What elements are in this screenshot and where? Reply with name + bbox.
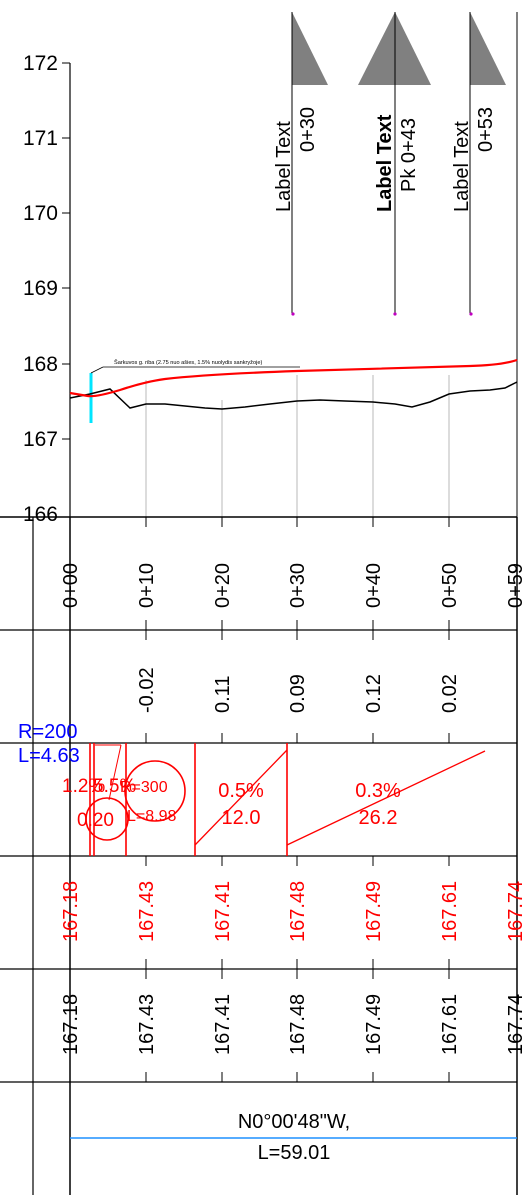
station-label: 0+59 <box>505 563 527 608</box>
difference-value: 0.09 <box>287 674 309 713</box>
design-elevation: 167.43 <box>136 881 158 942</box>
existing-elevation: 167.41 <box>212 994 234 1055</box>
marker-label: Label Text <box>374 114 396 212</box>
profile-lines: Šarkuvos g. riba (2.75 nuo ašies, 1.5% n… <box>69 358 518 423</box>
marker-triangle <box>470 12 506 85</box>
elevation-label: 166 <box>23 503 58 526</box>
existing-elevations-row: 167.18 167.43 167.41 167.48 167.49 167.6… <box>60 969 527 1082</box>
difference-value: 0.12 <box>363 674 385 713</box>
profile-note: Šarkuvos g. riba (2.75 nuo ašies, 1.5% n… <box>114 359 262 366</box>
grade-value: 0.3% <box>355 780 401 802</box>
design-elevation: 167.41 <box>212 881 234 942</box>
difference-value: -0.02 <box>136 667 158 713</box>
station-label: 0+20 <box>212 563 234 608</box>
alignment-bearing: N0°00'48"W, <box>238 1111 350 1133</box>
grade-value: 1.2% <box>62 776 105 797</box>
marker-station: 0+30 <box>297 107 319 152</box>
marker-station: 0+53 <box>475 107 497 152</box>
station-label: 0+50 <box>439 563 461 608</box>
alignment-length: L=59.01 <box>258 1142 331 1164</box>
grade-length: 12.0 <box>222 807 261 829</box>
marker-station: Pk 0+43 <box>398 118 420 192</box>
marker-flags: Label Text 0+30 Label Text Pk 0+43 Label… <box>273 12 506 316</box>
station-label: 0+40 <box>363 563 385 608</box>
elevation-label: 172 <box>23 52 58 75</box>
stations-row: 0+00 0+10 0+20 0+30 0+40 0+50 0+59 <box>60 517 527 630</box>
grade-value: 0.5% <box>218 780 264 802</box>
grade-value: 5.5% <box>93 776 136 797</box>
design-elevation: 167.74 <box>505 881 527 942</box>
design-elevation: 167.61 <box>439 881 461 942</box>
station-label: 0+00 <box>60 563 82 608</box>
table-frame <box>0 516 518 1195</box>
grade-length: 26.2 <box>359 807 398 829</box>
elevation-label: 171 <box>23 127 58 150</box>
elevation-label: 167 <box>23 428 58 451</box>
differences-row: -0.02 0.11 0.09 0.12 0.02 <box>136 630 461 743</box>
design-elevation: 167.49 <box>363 881 385 942</box>
curve-length: L=4.63 <box>18 745 80 767</box>
design-elevation: 167.18 <box>60 881 82 942</box>
grades-row: R=200 L=4.63 1.2% 5.5% R=300 0.20 L=8.98… <box>18 721 486 856</box>
design-line <box>69 358 518 398</box>
existing-elevation: 167.49 <box>363 994 385 1055</box>
difference-value: 0.02 <box>439 674 461 713</box>
marker-label: Label Text <box>273 121 295 212</box>
station-gridlines <box>145 375 450 517</box>
station-label: 0+10 <box>136 563 158 608</box>
existing-elevation: 167.74 <box>505 994 527 1055</box>
elevation-label: 168 <box>23 353 58 376</box>
existing-elevation: 167.61 <box>439 994 461 1055</box>
existing-elevation: 167.48 <box>287 994 309 1055</box>
grade-length: 0.20 <box>77 810 114 831</box>
station-label: 0+30 <box>287 563 309 608</box>
marker-label: Label Text <box>451 121 473 212</box>
vertical-curve-length: L=8.98 <box>127 808 176 825</box>
design-elevation: 167.48 <box>287 881 309 942</box>
difference-value: 0.11 <box>212 676 234 713</box>
design-elevations-row: 167.18 167.43 167.41 167.48 167.49 167.6… <box>60 856 527 969</box>
elevation-label: 170 <box>23 202 58 225</box>
existing-ground-line <box>69 381 518 410</box>
existing-elevation: 167.18 <box>60 994 82 1055</box>
alignment-row: N0°00'48"W, L=59.01 <box>70 1111 517 1164</box>
elevation-label: 169 <box>23 277 58 300</box>
existing-elevation: 167.43 <box>136 994 158 1055</box>
vertical-curve-radius: R=300 <box>120 779 168 796</box>
marker-triangle <box>292 12 328 85</box>
elevation-axis: 172 171 170 169 168 167 166 <box>23 52 71 526</box>
curve-radius: R=200 <box>18 721 78 743</box>
